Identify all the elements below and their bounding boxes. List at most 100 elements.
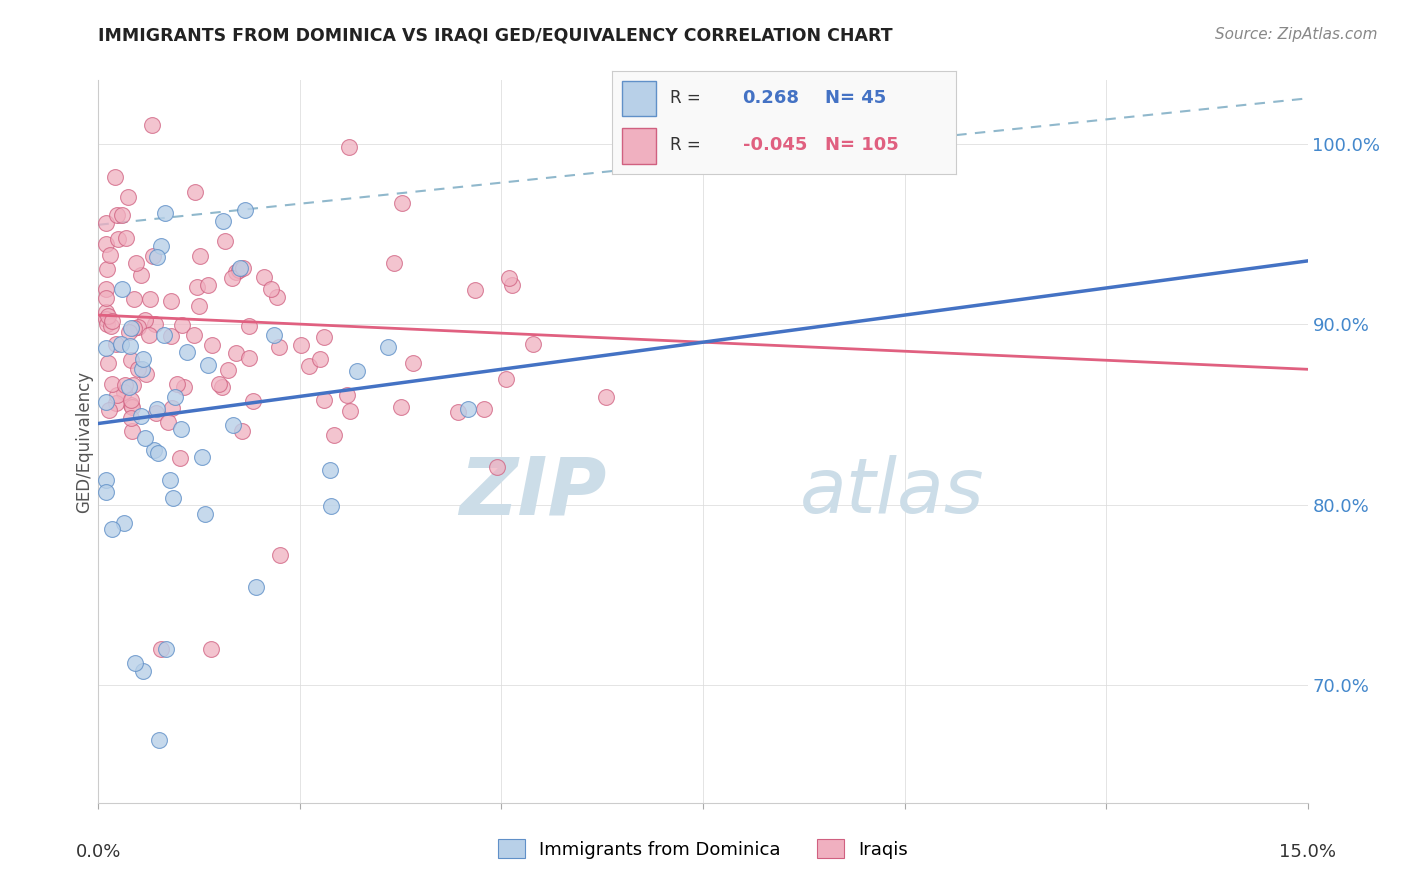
Point bbox=[141, 119, 163, 133]
Text: N= 105: N= 105 bbox=[825, 136, 898, 154]
Point bbox=[298, 359, 321, 373]
Point bbox=[312, 393, 335, 408]
Text: atlas: atlas bbox=[800, 455, 984, 529]
Point bbox=[269, 548, 291, 562]
Point bbox=[96, 304, 118, 318]
Point bbox=[101, 377, 124, 392]
Point bbox=[382, 256, 405, 270]
FancyBboxPatch shape bbox=[621, 80, 657, 117]
Point bbox=[138, 328, 160, 343]
Point bbox=[339, 404, 361, 418]
Point bbox=[122, 321, 145, 335]
Point bbox=[211, 214, 233, 228]
Point bbox=[96, 317, 118, 331]
Point bbox=[200, 642, 222, 657]
Point bbox=[319, 500, 342, 514]
Point bbox=[96, 291, 118, 305]
Point bbox=[125, 255, 148, 269]
Point bbox=[221, 417, 243, 432]
Point bbox=[194, 508, 217, 522]
Point bbox=[110, 337, 132, 351]
Point bbox=[139, 292, 162, 306]
Point bbox=[145, 402, 167, 417]
Point bbox=[474, 401, 496, 416]
Point bbox=[501, 277, 523, 292]
Point bbox=[498, 271, 520, 285]
Point bbox=[231, 424, 253, 438]
Point bbox=[166, 377, 188, 392]
Point bbox=[169, 421, 191, 435]
Point bbox=[188, 249, 211, 263]
Point bbox=[143, 317, 166, 331]
Point bbox=[389, 400, 412, 414]
Point bbox=[105, 337, 128, 351]
Point bbox=[266, 290, 288, 304]
Point bbox=[155, 642, 177, 657]
Point bbox=[162, 491, 184, 505]
Point bbox=[211, 380, 233, 394]
Point bbox=[148, 732, 170, 747]
Point bbox=[267, 340, 290, 354]
Text: Source: ZipAtlas.com: Source: ZipAtlas.com bbox=[1215, 27, 1378, 42]
Point bbox=[156, 415, 179, 429]
Point bbox=[118, 326, 141, 340]
Point bbox=[114, 230, 136, 244]
Point bbox=[114, 377, 136, 392]
Point bbox=[132, 351, 155, 366]
Point bbox=[96, 216, 118, 230]
Point bbox=[101, 522, 124, 536]
Point bbox=[105, 208, 128, 222]
Point bbox=[131, 362, 153, 376]
Point bbox=[160, 329, 183, 343]
FancyBboxPatch shape bbox=[621, 128, 657, 163]
Point bbox=[173, 379, 195, 393]
Point bbox=[152, 327, 174, 342]
Text: N= 45: N= 45 bbox=[825, 89, 886, 107]
Point bbox=[486, 459, 509, 474]
Point bbox=[183, 185, 205, 199]
Point bbox=[242, 394, 264, 409]
Point bbox=[97, 402, 120, 417]
Text: IMMIGRANTS FROM DOMINICA VS IRAQI GED/EQUIVALENCY CORRELATION CHART: IMMIGRANTS FROM DOMINICA VS IRAQI GED/EQ… bbox=[98, 27, 893, 45]
Point bbox=[337, 140, 360, 154]
Point bbox=[121, 378, 143, 392]
Point bbox=[132, 665, 155, 679]
Text: R =: R = bbox=[671, 136, 706, 154]
Point bbox=[155, 206, 177, 220]
Point bbox=[112, 384, 135, 399]
Point bbox=[319, 463, 342, 477]
Point bbox=[146, 446, 169, 460]
Point bbox=[336, 388, 359, 402]
Point bbox=[105, 387, 128, 401]
Point bbox=[96, 485, 118, 500]
Point bbox=[221, 271, 243, 285]
Point bbox=[100, 319, 122, 334]
Point bbox=[127, 320, 149, 334]
Point bbox=[122, 292, 145, 306]
Text: 0.268: 0.268 bbox=[742, 89, 800, 107]
Point bbox=[120, 352, 142, 367]
Point bbox=[96, 310, 118, 324]
Point bbox=[522, 337, 544, 351]
Point bbox=[169, 451, 191, 466]
Point bbox=[96, 281, 118, 295]
Point bbox=[104, 170, 127, 185]
Point bbox=[118, 339, 141, 353]
Point bbox=[253, 270, 276, 285]
Point bbox=[238, 351, 260, 366]
Point bbox=[96, 311, 118, 326]
Point bbox=[228, 263, 250, 277]
Y-axis label: GED/Equivalency: GED/Equivalency bbox=[76, 370, 94, 513]
Point bbox=[97, 356, 120, 370]
Point bbox=[96, 341, 118, 355]
Point bbox=[150, 238, 173, 252]
Text: 15.0%: 15.0% bbox=[1279, 843, 1336, 861]
Point bbox=[134, 313, 156, 327]
Point bbox=[142, 248, 165, 262]
Point bbox=[120, 411, 142, 425]
Point bbox=[346, 364, 368, 378]
Point bbox=[233, 202, 256, 217]
Point bbox=[127, 362, 149, 376]
Point bbox=[464, 283, 486, 297]
Point bbox=[238, 319, 260, 334]
